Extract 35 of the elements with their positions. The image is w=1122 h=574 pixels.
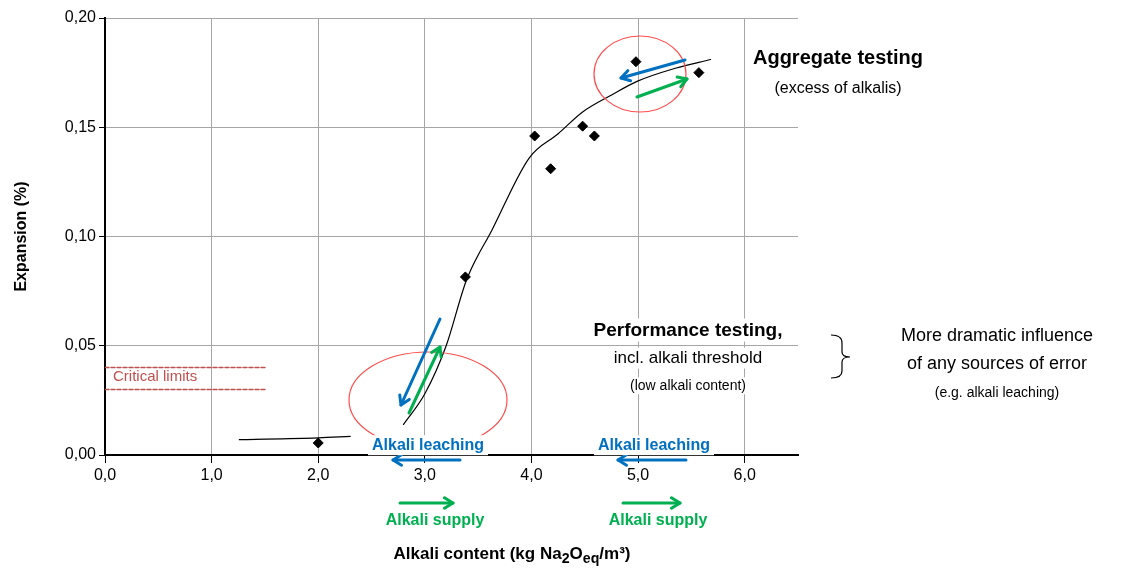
x-axis-title: Alkali content (kg Na$_{2}$O$_{eq}$/m³) (393, 544, 631, 567)
point (630, 56, 642, 68)
point (588, 130, 600, 142)
x-tick-label: 6,0 (733, 466, 756, 484)
annotation: (excess of alkalis) (774, 79, 902, 97)
point (529, 130, 541, 142)
annotation: Performance testing, (589, 318, 787, 342)
text: More dramatic influence (900, 325, 1094, 346)
point (312, 437, 324, 449)
point (693, 67, 705, 79)
point (577, 120, 589, 132)
y-axis-title: Expansion (%) (12, 181, 30, 292)
point (545, 163, 557, 175)
series-label: Critical limits (113, 367, 198, 385)
annotation: incl. alkali threshold (609, 347, 767, 369)
annotation: Alkali leaching (593, 435, 715, 455)
text: (e.g. alkali leaching) (934, 384, 1060, 401)
x-tick-label: 1,0 (200, 466, 223, 484)
x-tick-label: 0,0 (93, 466, 117, 484)
y-tick-label: 0,20 (64, 8, 97, 26)
annotation: Alkali leaching (367, 435, 489, 455)
annotation: Aggregate testing (752, 46, 924, 68)
y-tick-label: 0,15 (64, 117, 97, 135)
text: of any sources of error (906, 353, 1088, 374)
x-tick-label: 5,0 (626, 466, 650, 484)
x-tick-label: 4,0 (520, 466, 543, 484)
x-tick-label: 3,0 (413, 466, 437, 484)
y-tick-label: 0,05 (64, 336, 97, 354)
annotation: (low alkali content) (626, 377, 750, 395)
y-tick-label: 0,00 (64, 445, 97, 463)
y-tick-label: 0,10 (64, 226, 97, 244)
text: Alkali supply (608, 511, 708, 529)
point (459, 271, 471, 283)
text: Alkali supply (385, 511, 485, 529)
x-tick-label: 2,0 (307, 466, 330, 484)
